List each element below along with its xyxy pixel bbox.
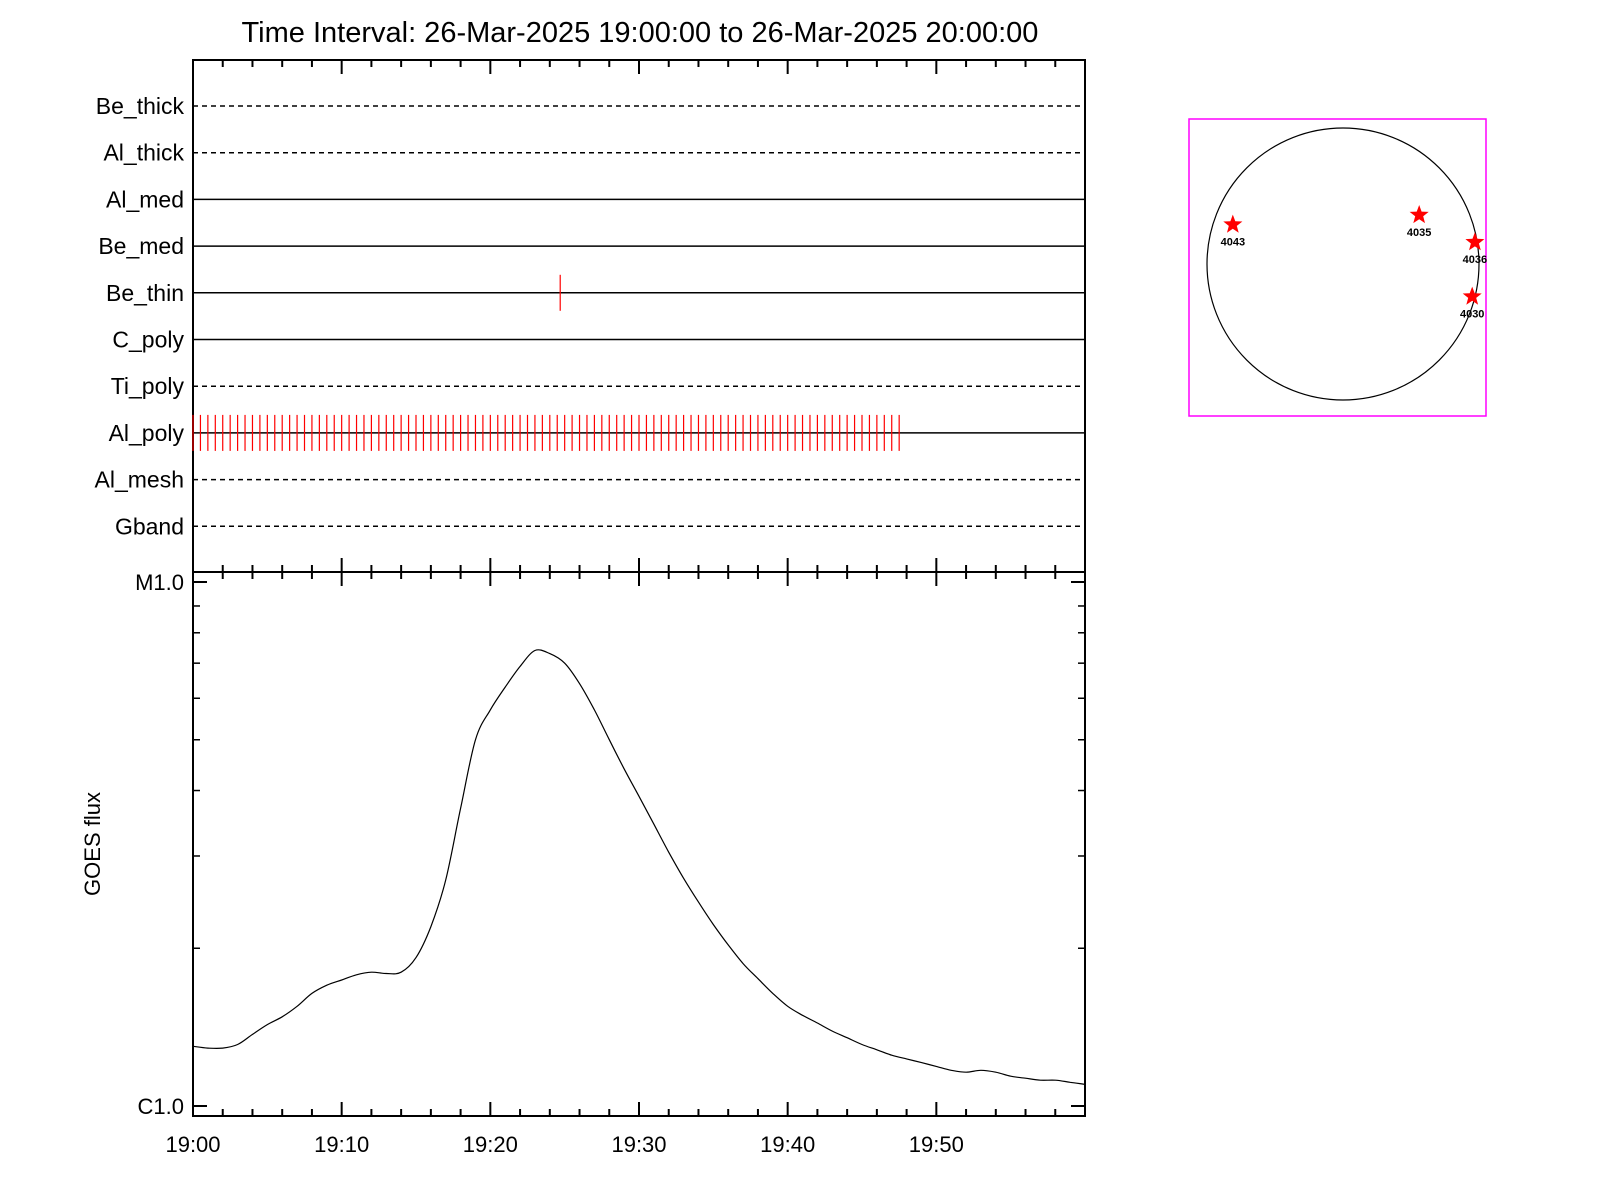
channel-be-thin: Be_thin	[106, 274, 1085, 311]
channel-al-med: Al_med	[106, 186, 1085, 212]
goes-flux-curve	[192, 649, 1086, 1085]
channel-al-mesh: Al_mesh	[95, 467, 1085, 493]
x-tick-label: 19:00	[165, 1132, 220, 1157]
channel-label: Al_med	[106, 186, 184, 212]
channel-label: Al_poly	[109, 420, 185, 446]
star-icon	[1223, 214, 1243, 233]
channel-label: Be_thick	[96, 93, 185, 119]
x-tick-label: 19:30	[611, 1132, 666, 1157]
chart-title: Time Interval: 26-Mar-2025 19:00:00 to 2…	[242, 17, 1039, 49]
channel-al-thick: Al_thick	[103, 140, 1085, 166]
channel-c-poly: C_poly	[112, 327, 1085, 353]
active-region-4036: 4036	[1463, 232, 1487, 266]
channel-be-thick: Be_thick	[96, 93, 1085, 119]
channel-label: Al_thick	[103, 140, 184, 166]
channel-label: Gband	[115, 513, 184, 539]
star-icon	[1462, 286, 1482, 305]
x-tick-label: 19:40	[760, 1132, 815, 1157]
goes-panel: M1.0 C1.0 19:00 19:10 19:20 19:30 19:40 19:50 G…	[80, 570, 1086, 1157]
timeline-panel: Be_thick Al_thick Al_med Be_med Be_thin C_pol…	[95, 59, 1086, 573]
active-region-4035: 4035	[1407, 205, 1431, 239]
solar-disk-inset: 4043 4035 4036 4030	[1188, 118, 1487, 417]
channel-label: C_poly	[112, 327, 184, 353]
timeline-frame	[192, 59, 1086, 573]
active-region-4043: 4043	[1221, 214, 1245, 249]
active-region-label: 4035	[1407, 227, 1431, 239]
x-tick-label: 19:50	[909, 1132, 964, 1157]
channel-label: Ti_poly	[111, 373, 185, 399]
x-tick-label: 19:20	[463, 1132, 518, 1157]
y-tick-label: M1.0	[135, 570, 184, 595]
active-region-4030: 4030	[1460, 286, 1484, 321]
star-icon	[1465, 232, 1485, 251]
active-region-label: 4030	[1460, 309, 1484, 321]
active-region-label: 4036	[1463, 254, 1487, 266]
timeline-ticks	[192, 60, 1086, 572]
goes-ticks	[192, 572, 1086, 1116]
active-region-label: 4043	[1221, 237, 1245, 249]
channel-be-med: Be_med	[98, 233, 1085, 259]
channel-al-poly: Al_poly	[109, 414, 1085, 451]
channel-gband: Gband	[115, 513, 1085, 539]
star-icon	[1409, 205, 1429, 224]
channel-label: Be_thin	[106, 280, 184, 306]
goes-tick-labels: M1.0 C1.0 19:00 19:10 19:20 19:30 19:40 19:50	[135, 570, 964, 1157]
x-tick-label: 19:10	[314, 1132, 369, 1157]
channel-label: Be_med	[98, 233, 184, 259]
solar-disk	[1206, 127, 1480, 401]
y-axis-label: GOES flux	[80, 792, 105, 896]
y-tick-label: C1.0	[138, 1094, 184, 1119]
goes-frame	[192, 571, 1086, 1117]
channel-ti-poly: Ti_poly	[111, 373, 1085, 399]
channel-label: Al_mesh	[95, 467, 184, 493]
active-regions: 4043 4035 4036 4030	[1221, 205, 1487, 321]
inset-border	[1188, 118, 1487, 417]
timeline-channels: Be_thick Al_thick Al_med Be_med Be_thin C_pol…	[95, 93, 1085, 539]
